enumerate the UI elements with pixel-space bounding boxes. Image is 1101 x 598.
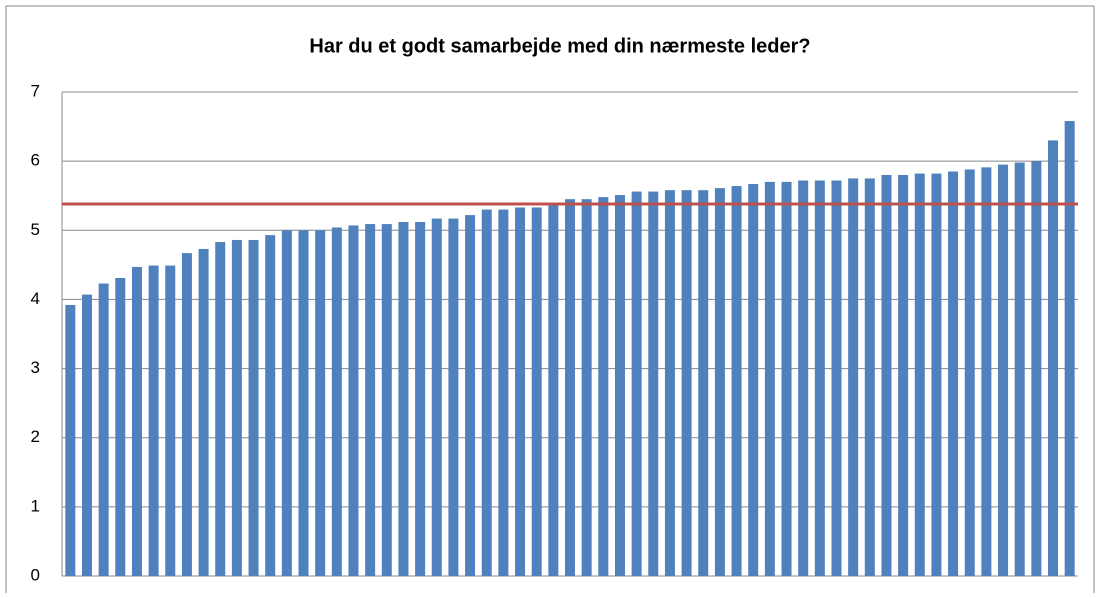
bar — [681, 190, 692, 576]
bar — [265, 235, 276, 576]
bar — [598, 197, 609, 576]
bar — [664, 190, 675, 576]
bar — [131, 266, 142, 576]
bar — [798, 180, 809, 576]
bar — [381, 224, 392, 576]
bar — [864, 178, 875, 576]
bar — [1014, 162, 1025, 577]
y-tick-label: 5 — [31, 220, 40, 239]
bar — [831, 180, 842, 576]
y-tick-label: 0 — [31, 565, 40, 584]
bar — [848, 178, 859, 576]
bar — [764, 181, 775, 576]
bar — [948, 171, 959, 576]
bar — [65, 304, 76, 576]
bar — [481, 209, 492, 577]
bar — [365, 224, 376, 576]
bar — [548, 204, 559, 576]
bar — [115, 277, 126, 576]
y-tick-label: 1 — [31, 496, 40, 515]
bar — [565, 199, 575, 576]
bar — [898, 174, 909, 576]
bar — [231, 239, 242, 577]
bar — [931, 173, 942, 577]
bar — [781, 181, 792, 576]
bar — [465, 215, 476, 576]
bar — [448, 218, 459, 576]
bar — [298, 230, 309, 577]
bar — [415, 221, 426, 576]
bar — [165, 265, 176, 576]
bar — [515, 207, 526, 576]
bar — [181, 253, 192, 577]
bar — [998, 164, 1009, 576]
bar — [881, 174, 892, 576]
bar — [398, 221, 409, 576]
bar — [1064, 121, 1075, 576]
bar — [614, 195, 625, 576]
bar — [498, 209, 509, 577]
y-tick-label: 6 — [31, 151, 40, 170]
bar — [631, 191, 642, 576]
bar — [914, 173, 925, 577]
bar — [215, 242, 226, 577]
bar — [248, 239, 259, 577]
bar — [698, 190, 709, 576]
bar — [964, 169, 975, 576]
bar — [315, 230, 326, 577]
y-tick-label: 2 — [31, 427, 40, 446]
bar — [814, 180, 825, 576]
bar — [581, 199, 592, 576]
bar — [1048, 140, 1059, 576]
bar — [981, 167, 992, 576]
bar — [748, 183, 759, 576]
y-tick-label: 7 — [31, 81, 40, 100]
bar — [198, 248, 209, 576]
bar — [281, 230, 292, 577]
bar — [348, 225, 359, 576]
y-tick-label: 3 — [31, 358, 40, 377]
bar — [431, 218, 442, 576]
bar — [1031, 161, 1042, 576]
bar — [714, 188, 725, 576]
bar — [331, 227, 342, 576]
bar — [148, 265, 159, 576]
y-tick-label: 4 — [31, 289, 40, 308]
bar — [98, 283, 109, 576]
bar — [81, 294, 92, 576]
bar — [731, 186, 742, 576]
bar — [531, 207, 542, 576]
chart-title: Har du et godt samarbejde med din nærmes… — [309, 35, 810, 57]
bar — [648, 191, 659, 576]
